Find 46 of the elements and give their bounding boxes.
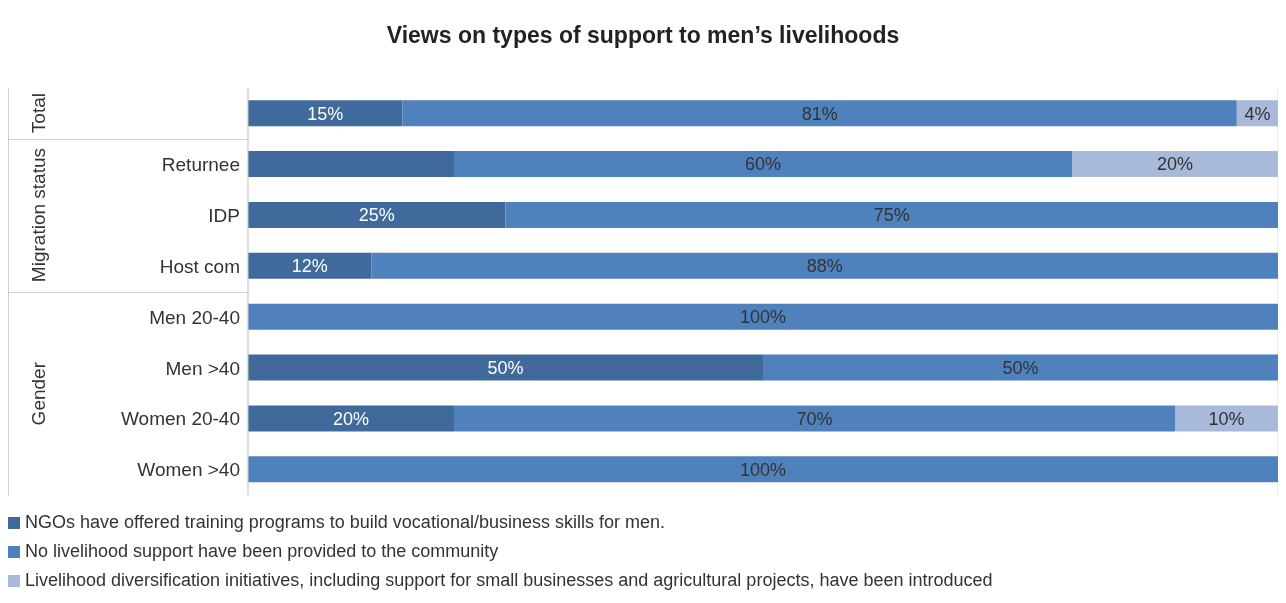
bar [248, 405, 454, 432]
bar [248, 456, 1278, 483]
bar [454, 405, 1175, 432]
data-label: 75% [873, 205, 910, 226]
data-label: 12% [291, 256, 328, 277]
bar [248, 252, 372, 279]
bar [402, 100, 1237, 127]
data-label: 25% [358, 205, 395, 226]
y-tick-label: Men 20-40 [149, 306, 240, 328]
y-tick-label: Returnee [161, 154, 240, 176]
bar [248, 303, 1278, 330]
y-tick-label: Women >40 [137, 459, 240, 481]
data-label: 15% [307, 103, 344, 124]
text: Total [28, 93, 50, 134]
bar [371, 252, 1278, 279]
legend-label: Livelihood diversification initiatives, including support for small businesses and agricultural projects, have been introduced [25, 570, 993, 591]
bar [763, 354, 1278, 381]
y-tick-label: Women 20-40 [121, 408, 240, 430]
legend-label: NGOs have offered training programs to build vocational/business skills for men. [25, 512, 665, 533]
data-label: 100% [739, 307, 787, 328]
bar [1175, 405, 1278, 432]
chart-title: Views on types of support to men’s livelihoods [385, 22, 901, 49]
data-label: 81% [801, 103, 838, 124]
bar [248, 100, 403, 127]
data-label: 50% [1002, 357, 1039, 378]
y-tick-label: Host com [159, 255, 240, 277]
bar [454, 151, 1072, 178]
data-label: 70% [796, 408, 833, 429]
text: Gender [28, 362, 50, 426]
bar [248, 151, 454, 178]
bar [1072, 151, 1278, 178]
data-label: 10% [1208, 408, 1245, 429]
y-tick-label: IDP [208, 204, 240, 226]
data-label: 100% [739, 459, 787, 480]
y-tick-label: Men >40 [165, 357, 240, 379]
text: Migration status [28, 148, 50, 283]
legend-label: No livelihood support have been provided to the community [25, 541, 499, 562]
data-label: 88% [806, 256, 843, 277]
bar [248, 354, 763, 381]
bar [248, 201, 506, 228]
data-label: 60% [744, 154, 782, 175]
data-label: 20% [332, 408, 370, 429]
data-label: 4% [1244, 103, 1271, 124]
bar [505, 201, 1278, 228]
data-label: 20% [1156, 154, 1194, 175]
data-label: 50% [487, 357, 524, 378]
